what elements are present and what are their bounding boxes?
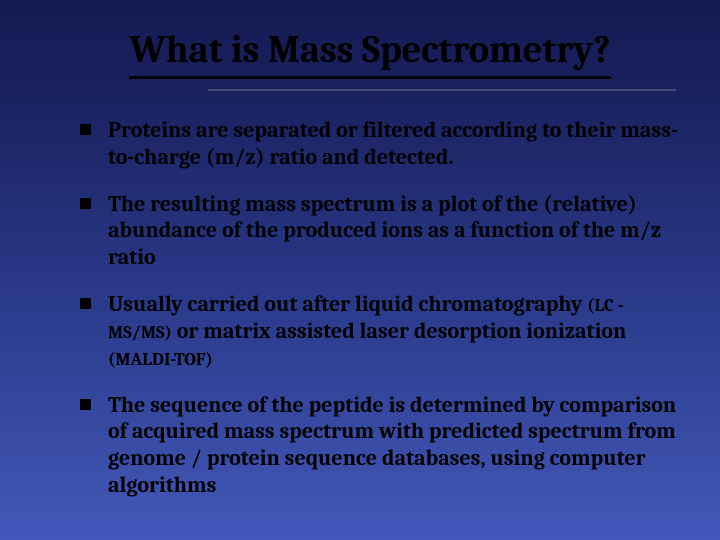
bullet-text-small: (MALDI-TOF): [108, 349, 213, 370]
slide: What is Mass Spectrometry? Proteins are …: [0, 0, 720, 540]
bullet-text: Proteins are separated or filtered accor…: [108, 117, 678, 170]
bullet-item: The sequence of the peptide is determine…: [80, 392, 680, 499]
bullet-text: Usually carried out after liquid chromat…: [108, 291, 587, 317]
bullet-item: Usually carried out after liquid chromat…: [80, 291, 680, 371]
bullet-item: Proteins are separated or filtered accor…: [80, 117, 680, 171]
bullet-item: The resulting mass spectrum is a plot of…: [80, 191, 680, 271]
slide-title: What is Mass Spectrometry?: [129, 28, 610, 79]
title-divider: [208, 89, 676, 91]
bullet-list: Proteins are separated or filtered accor…: [60, 117, 680, 499]
bullet-text: or matrix assisted laser desorption ioni…: [172, 318, 626, 344]
title-wrap: What is Mass Spectrometry?: [60, 28, 680, 83]
bullet-text: The sequence of the peptide is determine…: [108, 392, 676, 498]
bullet-text: The resulting mass spectrum is a plot of…: [108, 191, 661, 271]
